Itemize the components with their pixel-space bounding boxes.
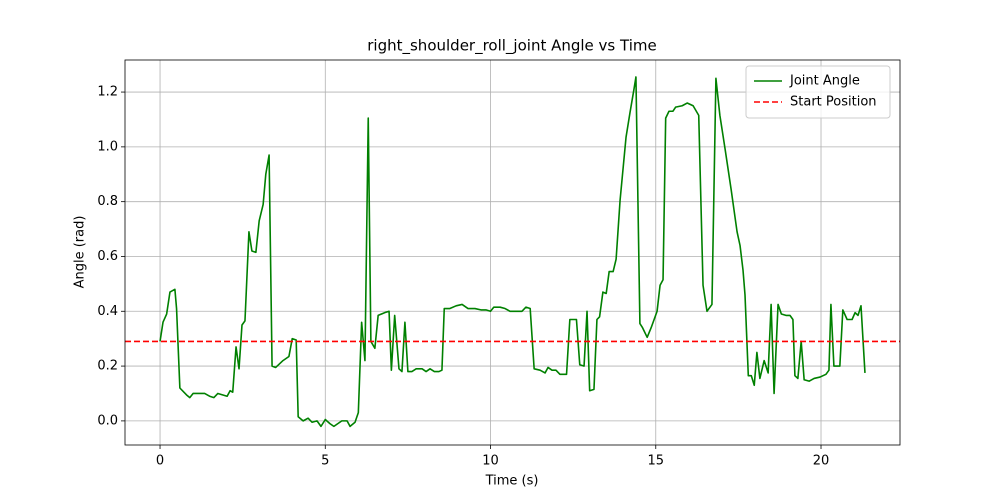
y-tick-label: 1.0 (97, 139, 118, 154)
legend-box (745, 65, 891, 119)
y-axis-label: Angle (rad) (73, 216, 88, 289)
x-tick-label: 20 (813, 454, 830, 469)
y-tick-label: 0.4 (97, 304, 118, 319)
data-line (159, 76, 866, 428)
y-tick-label: 0.0 (97, 413, 118, 428)
y-tick-label: 0.8 (97, 194, 118, 209)
legend-label: Start Position (790, 95, 877, 110)
y-tick-label: 1.2 (97, 85, 118, 100)
chart-title: right_shoulder_roll_joint Angle vs Time (367, 37, 656, 56)
x-tick-label: 15 (647, 454, 664, 469)
y-tick-label: 0.2 (97, 359, 118, 374)
x-tick-label: 5 (321, 454, 329, 469)
legend-label: Joint Angle (789, 74, 860, 89)
plot-frame (124, 59, 901, 446)
legend: Joint Angle Start Position (745, 65, 891, 119)
x-axis-label: Time (s) (485, 474, 539, 489)
y-tick-label: 0.6 (97, 249, 118, 264)
x-tick-label: 10 (482, 454, 499, 469)
x-tick-label: 0 (156, 454, 164, 469)
